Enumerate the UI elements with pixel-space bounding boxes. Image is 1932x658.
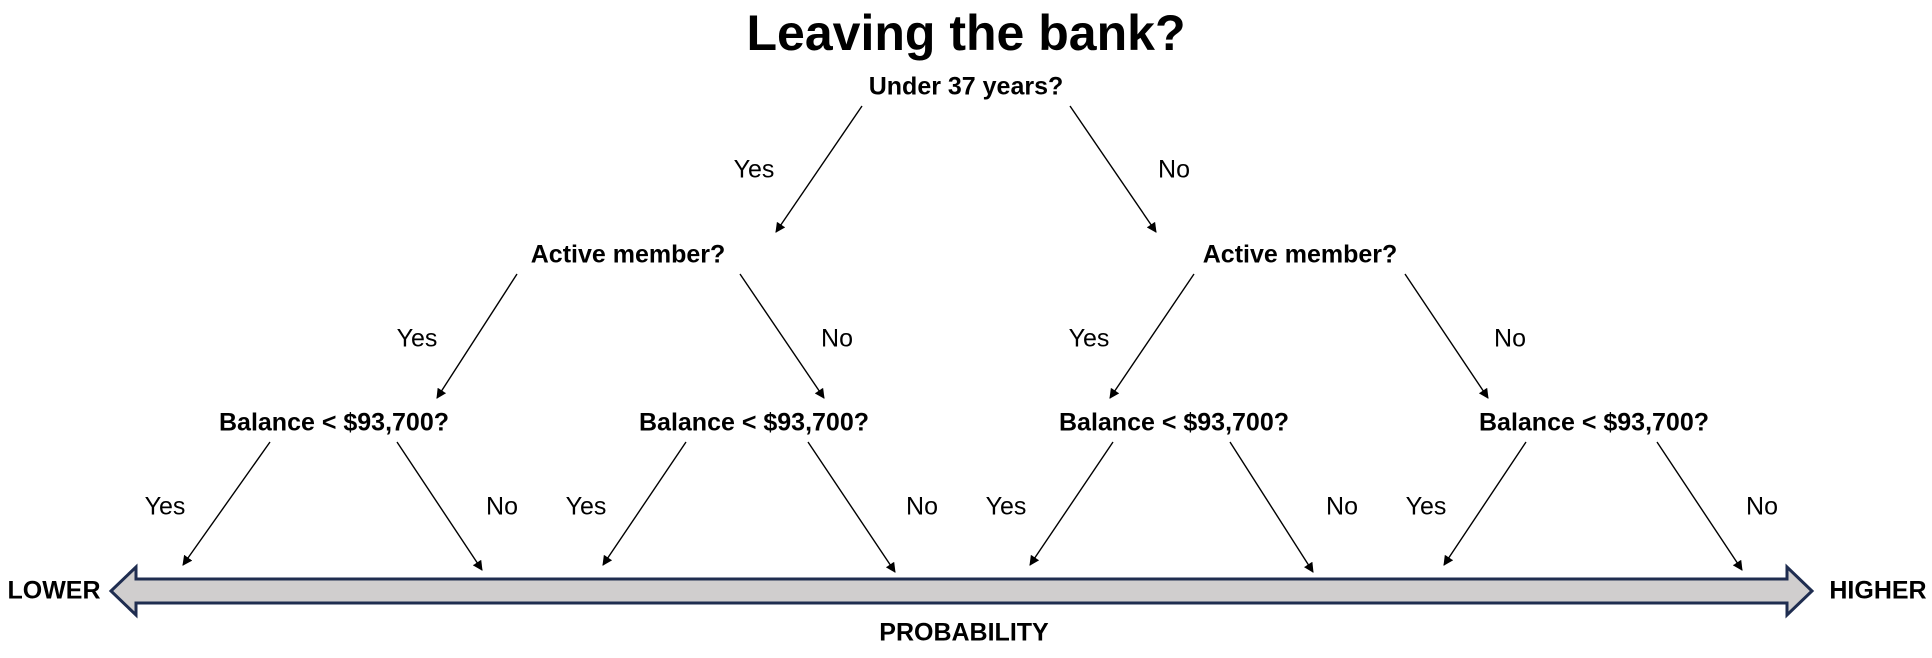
level3-q2-no-label: No [906,492,938,521]
level3-q2-no-arrow [807,441,896,573]
scale-lower-label: LOWER [7,576,101,605]
level3-q1-question: Balance < $93,700? [218,408,450,437]
level3-q3-no-label: No [1326,492,1358,521]
level3-q3-question: Balance < $93,700? [1058,408,1290,437]
level3-q1-yes-label: Yes [144,492,186,521]
level3-q4-no-label: No [1746,492,1778,521]
level3-q2-yes-label: Yes [565,492,607,521]
root-question: Under 37 years? [868,72,1064,101]
scale-axis-label: PROBABILITY [879,618,1049,647]
level3-q1-no-label: No [486,492,518,521]
probability-scale-arrow [108,563,1815,619]
diagram-title: Leaving the bank? [746,5,1186,61]
level3-q4-yes-label: Yes [1405,492,1447,521]
level3-q1-no-arrow [396,441,483,571]
level2-left-no-label: No [821,324,853,353]
level2-right-yes-arrow [1109,273,1195,399]
level3-q4-question: Balance < $93,700? [1478,408,1710,437]
root-yes-label: Yes [733,155,775,184]
level3-q3-no-arrow [1229,441,1314,573]
root-no-arrow [1069,105,1157,233]
level3-q4-no-arrow [1656,441,1743,571]
level2-left-yes-arrow [436,273,518,399]
level2-left-yes-label: Yes [396,324,438,353]
level3-q3-yes-arrow [1029,441,1114,566]
level2-right-question: Active member? [1202,240,1398,269]
level3-q4-yes-arrow [1443,441,1527,566]
level3-q2-yes-arrow [602,441,687,566]
level2-right-no-label: No [1494,324,1526,353]
level2-right-no-arrow [1404,273,1489,399]
root-yes-arrow [775,105,863,233]
level3-q2-question: Balance < $93,700? [638,408,870,437]
root-no-label: No [1158,155,1190,184]
level3-q3-yes-label: Yes [985,492,1027,521]
level2-right-yes-label: Yes [1068,324,1110,353]
level2-left-no-arrow [739,273,825,399]
scale-higher-label: HIGHER [1829,576,1927,605]
level2-left-question: Active member? [530,240,726,269]
level3-q1-yes-arrow [182,441,271,566]
